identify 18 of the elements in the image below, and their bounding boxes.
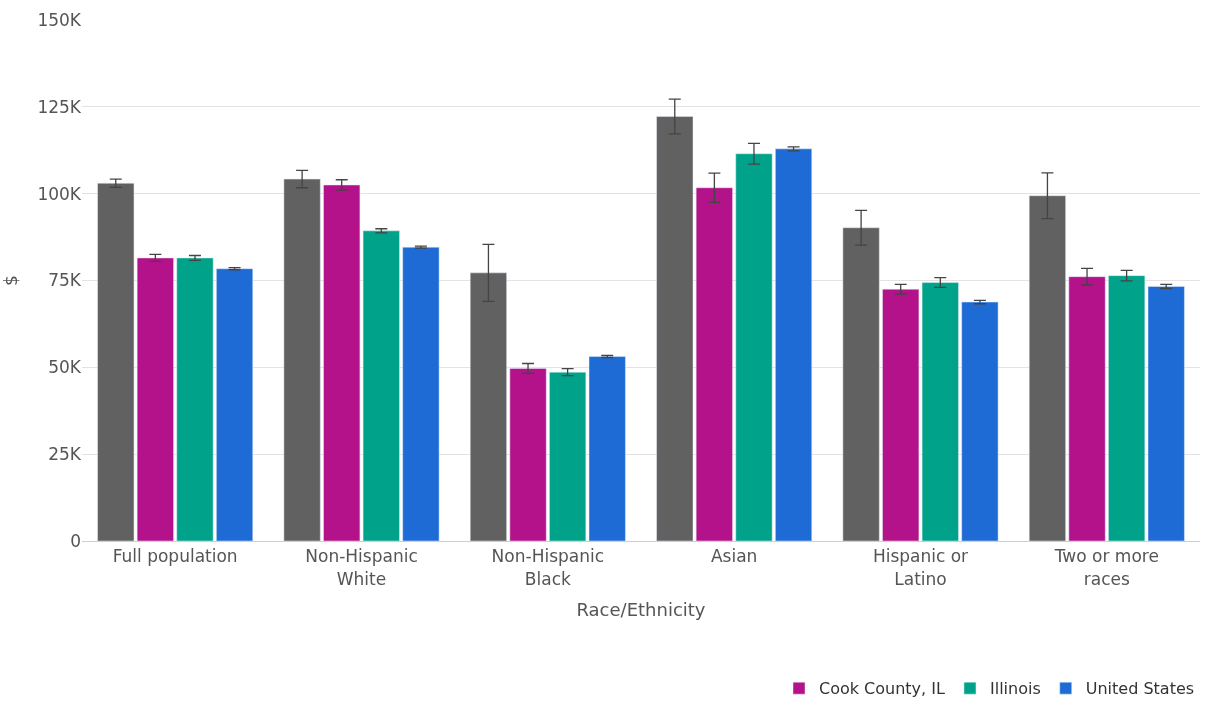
y-tick-label: 75K bbox=[48, 270, 82, 291]
x-tick-label: Hispanic or Latino bbox=[872, 546, 969, 589]
x-tick-label: Two or more races bbox=[1053, 546, 1159, 589]
y-tick-label: 0 bbox=[70, 530, 81, 551]
y-tick-label: 150K bbox=[37, 9, 82, 30]
x-tick-label: Full population bbox=[112, 546, 238, 567]
y-tick-label: 125K bbox=[37, 96, 82, 117]
y-axis-title: $ bbox=[0, 275, 21, 286]
x-tick-label: Non-Hispanic Black bbox=[491, 546, 605, 589]
x-tick-label: Asian bbox=[710, 546, 758, 567]
legend-label: Cook County, IL bbox=[819, 679, 945, 699]
y-tick-label: 100K bbox=[37, 183, 82, 204]
y-tick-label: 50K bbox=[48, 357, 82, 378]
x-axis-title: Race/Ethnicity bbox=[576, 598, 706, 620]
y-tick-label: 25K bbox=[48, 444, 82, 465]
legend-label: Illinois bbox=[989, 679, 1041, 699]
x-tick-label: Non-Hispanic White bbox=[305, 546, 418, 589]
legend-label: United States bbox=[1085, 679, 1195, 699]
